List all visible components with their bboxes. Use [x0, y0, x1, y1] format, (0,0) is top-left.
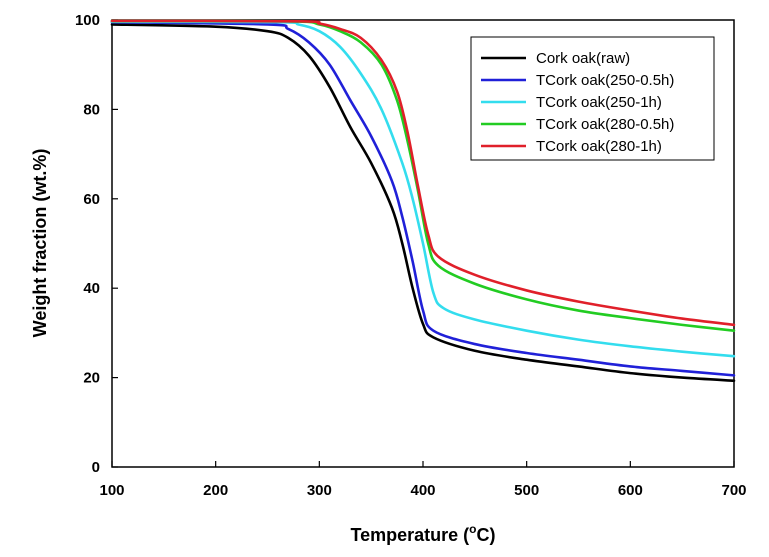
- legend-label-1: Cork oak(raw): [536, 50, 630, 67]
- series-layer: [110, 19, 736, 383]
- x-axis-title-unit: C): [477, 525, 496, 545]
- y-axis-title: Weight fraction (wt.%): [30, 149, 50, 338]
- x-axis-title-sup: o: [469, 522, 476, 536]
- legend-label-3: TCork oak(250-1h): [536, 94, 662, 111]
- series-line-1: [110, 23, 736, 383]
- y-tick-label: 80: [83, 101, 100, 118]
- x-tick-label: 400: [410, 482, 435, 499]
- legend-label-5: TCork oak(280-1h): [536, 138, 662, 155]
- x-tick-label: 100: [99, 482, 124, 499]
- x-axis-title: Temperature (oC): [350, 522, 495, 545]
- x-tick-label: 700: [721, 482, 746, 499]
- y-tick-label: 40: [83, 280, 100, 297]
- series-line-2: [110, 20, 736, 377]
- legend-label-4: TCork oak(280-0.5h): [536, 116, 674, 133]
- x-tick-label: 600: [618, 482, 643, 499]
- series-line-5: [110, 19, 736, 327]
- x-tick-label: 500: [514, 482, 539, 499]
- x-tick-label: 300: [307, 482, 332, 499]
- axis-ticks: 100 200 300 400 500 600 700 0 20 40 60 80 100: [75, 12, 747, 499]
- x-axis-title-main: Temperature (: [350, 525, 469, 545]
- legend-label-2: TCork oak(250-0.5h): [536, 72, 674, 89]
- x-tick-label: 200: [203, 482, 228, 499]
- legend-items: Cork oak(raw) TCork oak(250-0.5h) TCork oa…: [481, 50, 674, 155]
- legend: Cork oak(raw) TCork oak(250-0.5h) TCork oa…: [470, 36, 715, 161]
- y-tick-label: 0: [92, 459, 100, 476]
- series-line-3: [110, 20, 736, 358]
- y-tick-label: 100: [75, 12, 100, 29]
- y-tick-label: 20: [83, 370, 100, 387]
- y-tick-label: 60: [83, 191, 100, 208]
